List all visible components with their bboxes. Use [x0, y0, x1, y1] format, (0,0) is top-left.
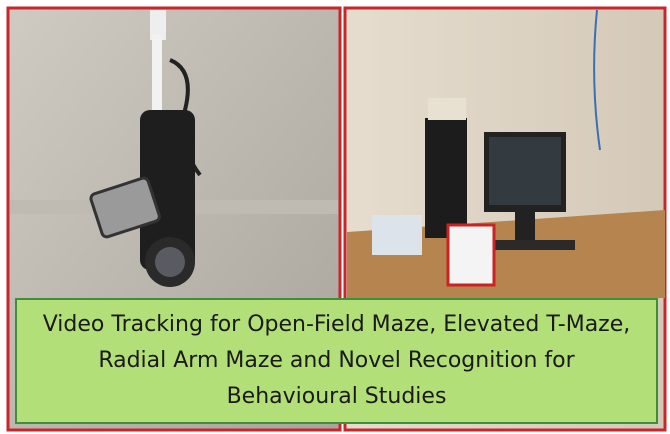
caption-line: Radial Arm Maze and Novel Recognition fo…	[98, 343, 574, 379]
screenshot: Video Tracking for Open-Field Maze, Elev…	[0, 0, 670, 434]
caption-box: Video Tracking for Open-Field Maze, Elev…	[15, 298, 658, 424]
caption-line: Video Tracking for Open-Field Maze, Elev…	[43, 307, 631, 343]
caption-line: Behavioural Studies	[227, 379, 447, 415]
